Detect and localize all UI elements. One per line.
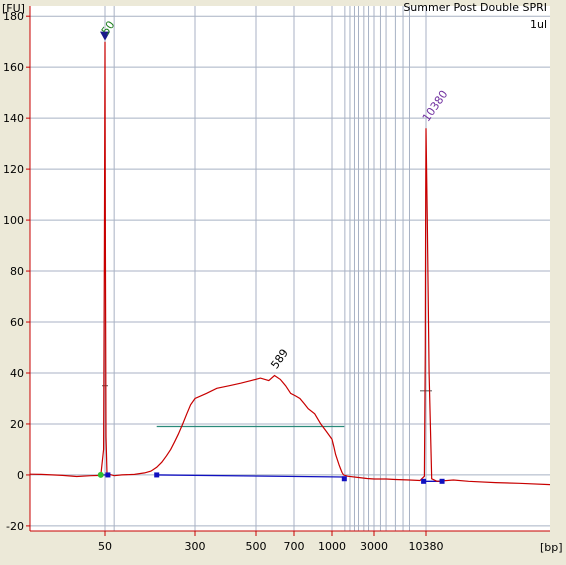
x-tick-group: 50 300 500 700 1000 3000 10380 (98, 531, 444, 553)
y-tick-label: 0 (17, 469, 24, 482)
y-tick-label: 20 (10, 418, 24, 431)
y-tick-group: -20 0 20 40 60 80 100 120 140 160 180 (3, 10, 30, 533)
y-axis-label: [FU] (2, 2, 25, 15)
point-marker (439, 478, 445, 484)
y-tick-label: 160 (3, 61, 24, 74)
x-tick-label: 300 (185, 540, 206, 553)
y-tick-label: -20 (6, 520, 24, 533)
x-tick-label: 1000 (318, 540, 346, 553)
start-point-marker (97, 471, 104, 478)
lower-marker-triangle (100, 31, 110, 41)
point-marker (421, 478, 427, 484)
y-tick-label: 40 (10, 367, 24, 380)
x-tick-label: 3000 (360, 540, 388, 553)
y-tick-label: 120 (3, 163, 24, 176)
x-tick-label: 10380 (409, 540, 444, 553)
y-tick-label: 180 (3, 10, 24, 23)
point-marker (341, 476, 347, 482)
plot-area (30, 6, 550, 531)
series-line (29, 41, 551, 486)
chart-subtitle: 1ul (530, 18, 547, 31)
x-axis-label: [bp] (540, 541, 563, 554)
x-tick-label: 500 (246, 540, 267, 553)
point-marker (154, 472, 160, 478)
baseline-line (156, 474, 345, 478)
x-tick-label: 700 (284, 540, 305, 553)
y-tick-label: 100 (3, 214, 24, 227)
point-marker (105, 472, 111, 478)
y-tick-label: 80 (10, 265, 24, 278)
x-tick-label: 50 (98, 540, 112, 553)
y-tick-label: 140 (3, 112, 24, 125)
grid (30, 6, 550, 531)
chart-title: Summer Post Double SPRI (403, 1, 547, 14)
y-tick-label: 60 (10, 316, 24, 329)
